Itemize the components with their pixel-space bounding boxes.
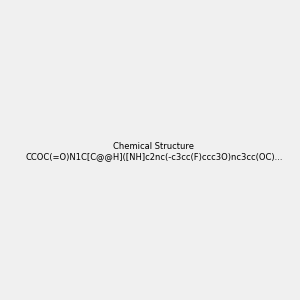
Text: Chemical Structure
CCOC(=O)N1C[C@@H]([NH]c2nc(-c3cc(F)ccc3O)nc3cc(OC)...: Chemical Structure CCOC(=O)N1C[C@@H]([NH… [25, 142, 283, 161]
